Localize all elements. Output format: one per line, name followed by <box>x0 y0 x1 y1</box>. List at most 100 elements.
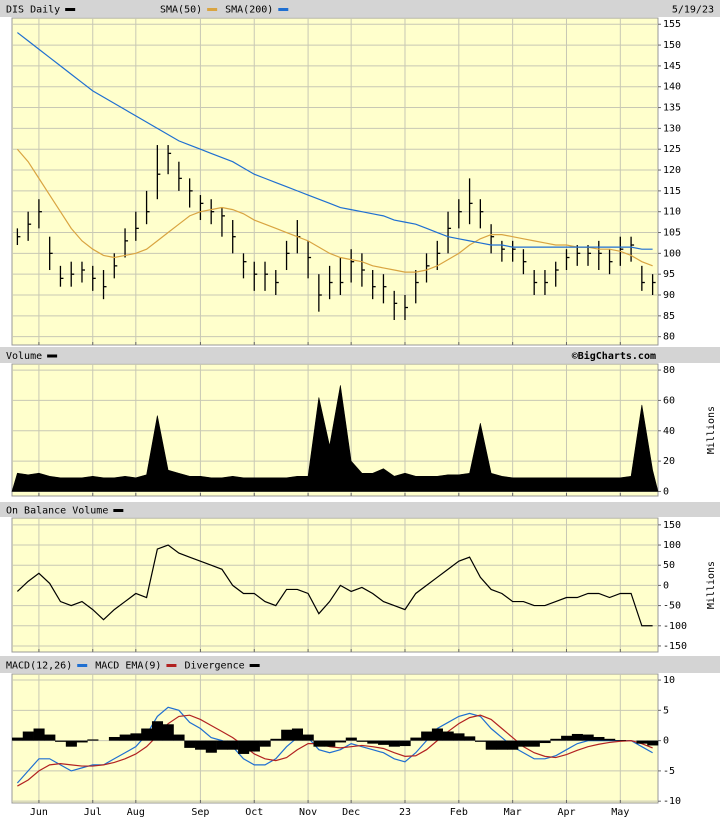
series-line <box>16 544 653 627</box>
y-tick-label: 0 <box>663 486 669 497</box>
legend-swatch <box>278 8 289 11</box>
histogram-bar <box>345 737 357 741</box>
y-axis-label: Millions <box>706 406 717 454</box>
y-tick-label: 120 <box>663 165 681 176</box>
histogram-bar <box>44 734 56 741</box>
histogram-bar <box>22 731 34 741</box>
histogram-bar <box>291 728 303 741</box>
histogram-bar <box>76 740 88 743</box>
histogram-bar <box>227 740 239 750</box>
panel-header <box>0 656 720 673</box>
chart-date: 5/19/23 <box>672 5 714 16</box>
y-tick-label: 0 <box>663 736 669 747</box>
x-tick-label: Jun <box>30 807 48 818</box>
histogram-bar <box>141 728 153 741</box>
y-tick-label: 130 <box>663 123 681 134</box>
y-tick-label: 155 <box>663 19 681 30</box>
histogram-bar <box>119 734 131 741</box>
volume-area <box>11 385 659 492</box>
histogram-bar <box>378 740 390 745</box>
x-tick-label: Oct <box>245 807 263 818</box>
y-tick-label: -150 <box>663 641 687 652</box>
y-tick-label: 60 <box>663 395 675 406</box>
x-tick-label: Mar <box>504 807 522 818</box>
histogram-bar <box>604 738 616 741</box>
y-tick-label: 110 <box>663 207 681 218</box>
y-tick-label: 145 <box>663 61 681 72</box>
x-tick-label: Jul <box>84 807 102 818</box>
histogram-bar <box>151 721 164 741</box>
histogram-bar <box>313 740 325 747</box>
histogram-bar <box>399 740 411 747</box>
series-line <box>17 32 653 250</box>
legend-label: MACD EMA(9) <box>95 661 161 672</box>
histogram-bar <box>550 738 562 741</box>
copyright: ©BigCharts.com <box>572 350 656 362</box>
histogram-bar <box>87 739 99 741</box>
histogram-bar <box>485 740 497 750</box>
y-tick-label: 5 <box>663 705 669 716</box>
legend-swatch <box>249 664 260 667</box>
histogram-bar <box>636 740 648 744</box>
legend-swatch <box>77 664 88 667</box>
y-tick-label: 125 <box>663 144 681 155</box>
histogram-bar <box>561 735 573 741</box>
histogram-bar <box>421 731 433 741</box>
x-tick-label: Sep <box>191 807 209 818</box>
y-tick-label: 40 <box>663 426 675 437</box>
histogram-bar <box>474 740 487 742</box>
y-tick-label: 80 <box>663 332 675 343</box>
y-tick-label: 50 <box>663 560 675 571</box>
y-tick-label: 90 <box>663 290 675 301</box>
histogram-bar <box>571 733 583 741</box>
histogram-bar <box>518 740 530 747</box>
y-tick-label: 100 <box>663 540 681 551</box>
histogram-bar <box>55 740 67 742</box>
histogram-bar <box>248 740 260 752</box>
histogram-bar <box>130 733 142 741</box>
legend-label: On Balance Volume <box>6 506 108 517</box>
legend-label: Volume <box>6 351 42 362</box>
x-tick-label: Apr <box>557 807 575 818</box>
histogram-bar <box>195 740 207 750</box>
histogram-bar <box>33 728 45 741</box>
legend-swatch <box>47 354 58 358</box>
histogram-bar <box>453 733 465 741</box>
y-tick-label: -50 <box>663 601 681 612</box>
legend-swatch <box>207 8 218 11</box>
histogram-bar <box>270 738 282 741</box>
series-line <box>16 148 653 273</box>
histogram-bar <box>238 740 250 754</box>
y-tick-label: 150 <box>663 520 681 531</box>
histogram-bar <box>162 724 174 741</box>
series-line <box>16 706 653 784</box>
histogram-bar <box>528 740 540 747</box>
histogram-bar <box>442 731 454 741</box>
legend-swatch <box>65 8 76 11</box>
x-tick-label: May <box>611 807 629 818</box>
histogram-bar <box>356 740 368 742</box>
histogram-bar <box>259 740 271 747</box>
histogram-bar <box>302 734 314 741</box>
y-axis-label: Millions <box>706 561 717 609</box>
panel-header <box>0 502 720 517</box>
histogram-bar <box>582 734 594 741</box>
histogram-bar <box>496 740 508 750</box>
y-tick-label: 140 <box>663 82 681 93</box>
legend-label: MACD(12,26) <box>6 661 72 672</box>
legend-swatch <box>113 509 124 512</box>
legend-label: SMA(200) <box>225 5 273 16</box>
histogram-bar <box>324 740 336 747</box>
y-tick-label: 115 <box>663 186 681 197</box>
legend-label: DIS Daily <box>6 5 60 16</box>
legend-label: SMA(50) <box>160 5 202 16</box>
histogram-bar <box>410 737 422 741</box>
histogram-bar <box>335 740 347 743</box>
y-tick-label: 85 <box>663 311 675 322</box>
histogram-bar <box>65 740 77 747</box>
x-tick-label: Aug <box>127 807 145 818</box>
legend-swatch <box>166 664 177 667</box>
y-tick-label: 0 <box>663 580 669 591</box>
series-line <box>17 714 653 787</box>
